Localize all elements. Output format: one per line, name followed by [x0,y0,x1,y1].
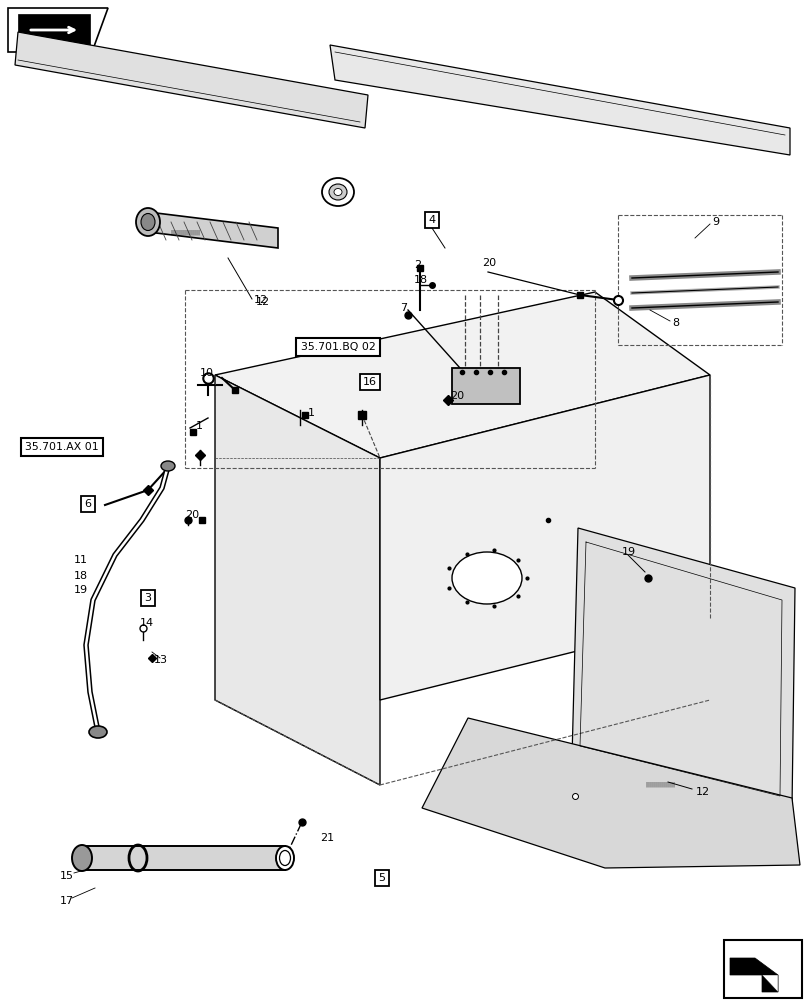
Text: 3: 3 [144,593,152,603]
Text: 20: 20 [482,258,496,268]
Polygon shape [15,32,367,128]
Text: 20: 20 [185,510,199,520]
Text: 21: 21 [320,833,333,843]
Polygon shape [215,375,380,785]
Text: 12: 12 [255,297,270,307]
Text: 18: 18 [414,275,427,285]
Text: 18: 18 [74,571,88,581]
Ellipse shape [161,461,175,471]
Text: 19: 19 [621,547,635,557]
Text: 35.701.BQ 02: 35.701.BQ 02 [300,342,375,352]
Polygon shape [8,8,108,52]
Text: 2: 2 [414,260,421,270]
Polygon shape [380,375,709,700]
Ellipse shape [452,552,521,604]
Bar [82,846,285,870]
Bar [723,940,801,998]
Text: 11: 11 [74,555,88,565]
Polygon shape [761,975,777,992]
Polygon shape [148,212,277,248]
Text: 17: 17 [60,896,74,906]
Polygon shape [729,958,777,992]
Text: 4: 4 [428,215,435,225]
Text: 12: 12 [254,295,268,305]
Bar [452,368,519,404]
Text: 14: 14 [139,618,154,628]
Text: 20: 20 [449,391,464,401]
Text: 5: 5 [378,873,385,883]
Text: 6: 6 [84,499,92,509]
Text: 16: 16 [363,377,376,387]
Ellipse shape [89,726,107,738]
Ellipse shape [72,845,92,871]
Text: 13: 13 [154,655,168,665]
Ellipse shape [279,850,290,865]
Polygon shape [422,718,799,868]
Text: 15: 15 [60,871,74,881]
Text: 12: 12 [695,787,710,797]
Ellipse shape [333,189,341,196]
Text: 35.701.AX 01: 35.701.AX 01 [25,442,99,452]
Ellipse shape [322,178,354,206]
Text: 7: 7 [400,303,406,313]
Text: 8: 8 [672,318,678,328]
Text: 1: 1 [307,408,315,418]
Polygon shape [18,14,90,46]
Ellipse shape [276,846,294,870]
Ellipse shape [135,208,160,236]
Text: 1: 1 [195,421,203,431]
Text: 19: 19 [74,585,88,595]
Text: |||||||||||||||: ||||||||||||||| [644,781,674,787]
Text: 10: 10 [200,368,214,378]
Polygon shape [571,528,794,808]
Ellipse shape [141,214,155,231]
Ellipse shape [328,184,346,200]
Polygon shape [329,45,789,155]
Text: |||||||||||||||: ||||||||||||||| [169,229,200,235]
Text: 9: 9 [711,217,719,227]
Polygon shape [215,292,709,458]
